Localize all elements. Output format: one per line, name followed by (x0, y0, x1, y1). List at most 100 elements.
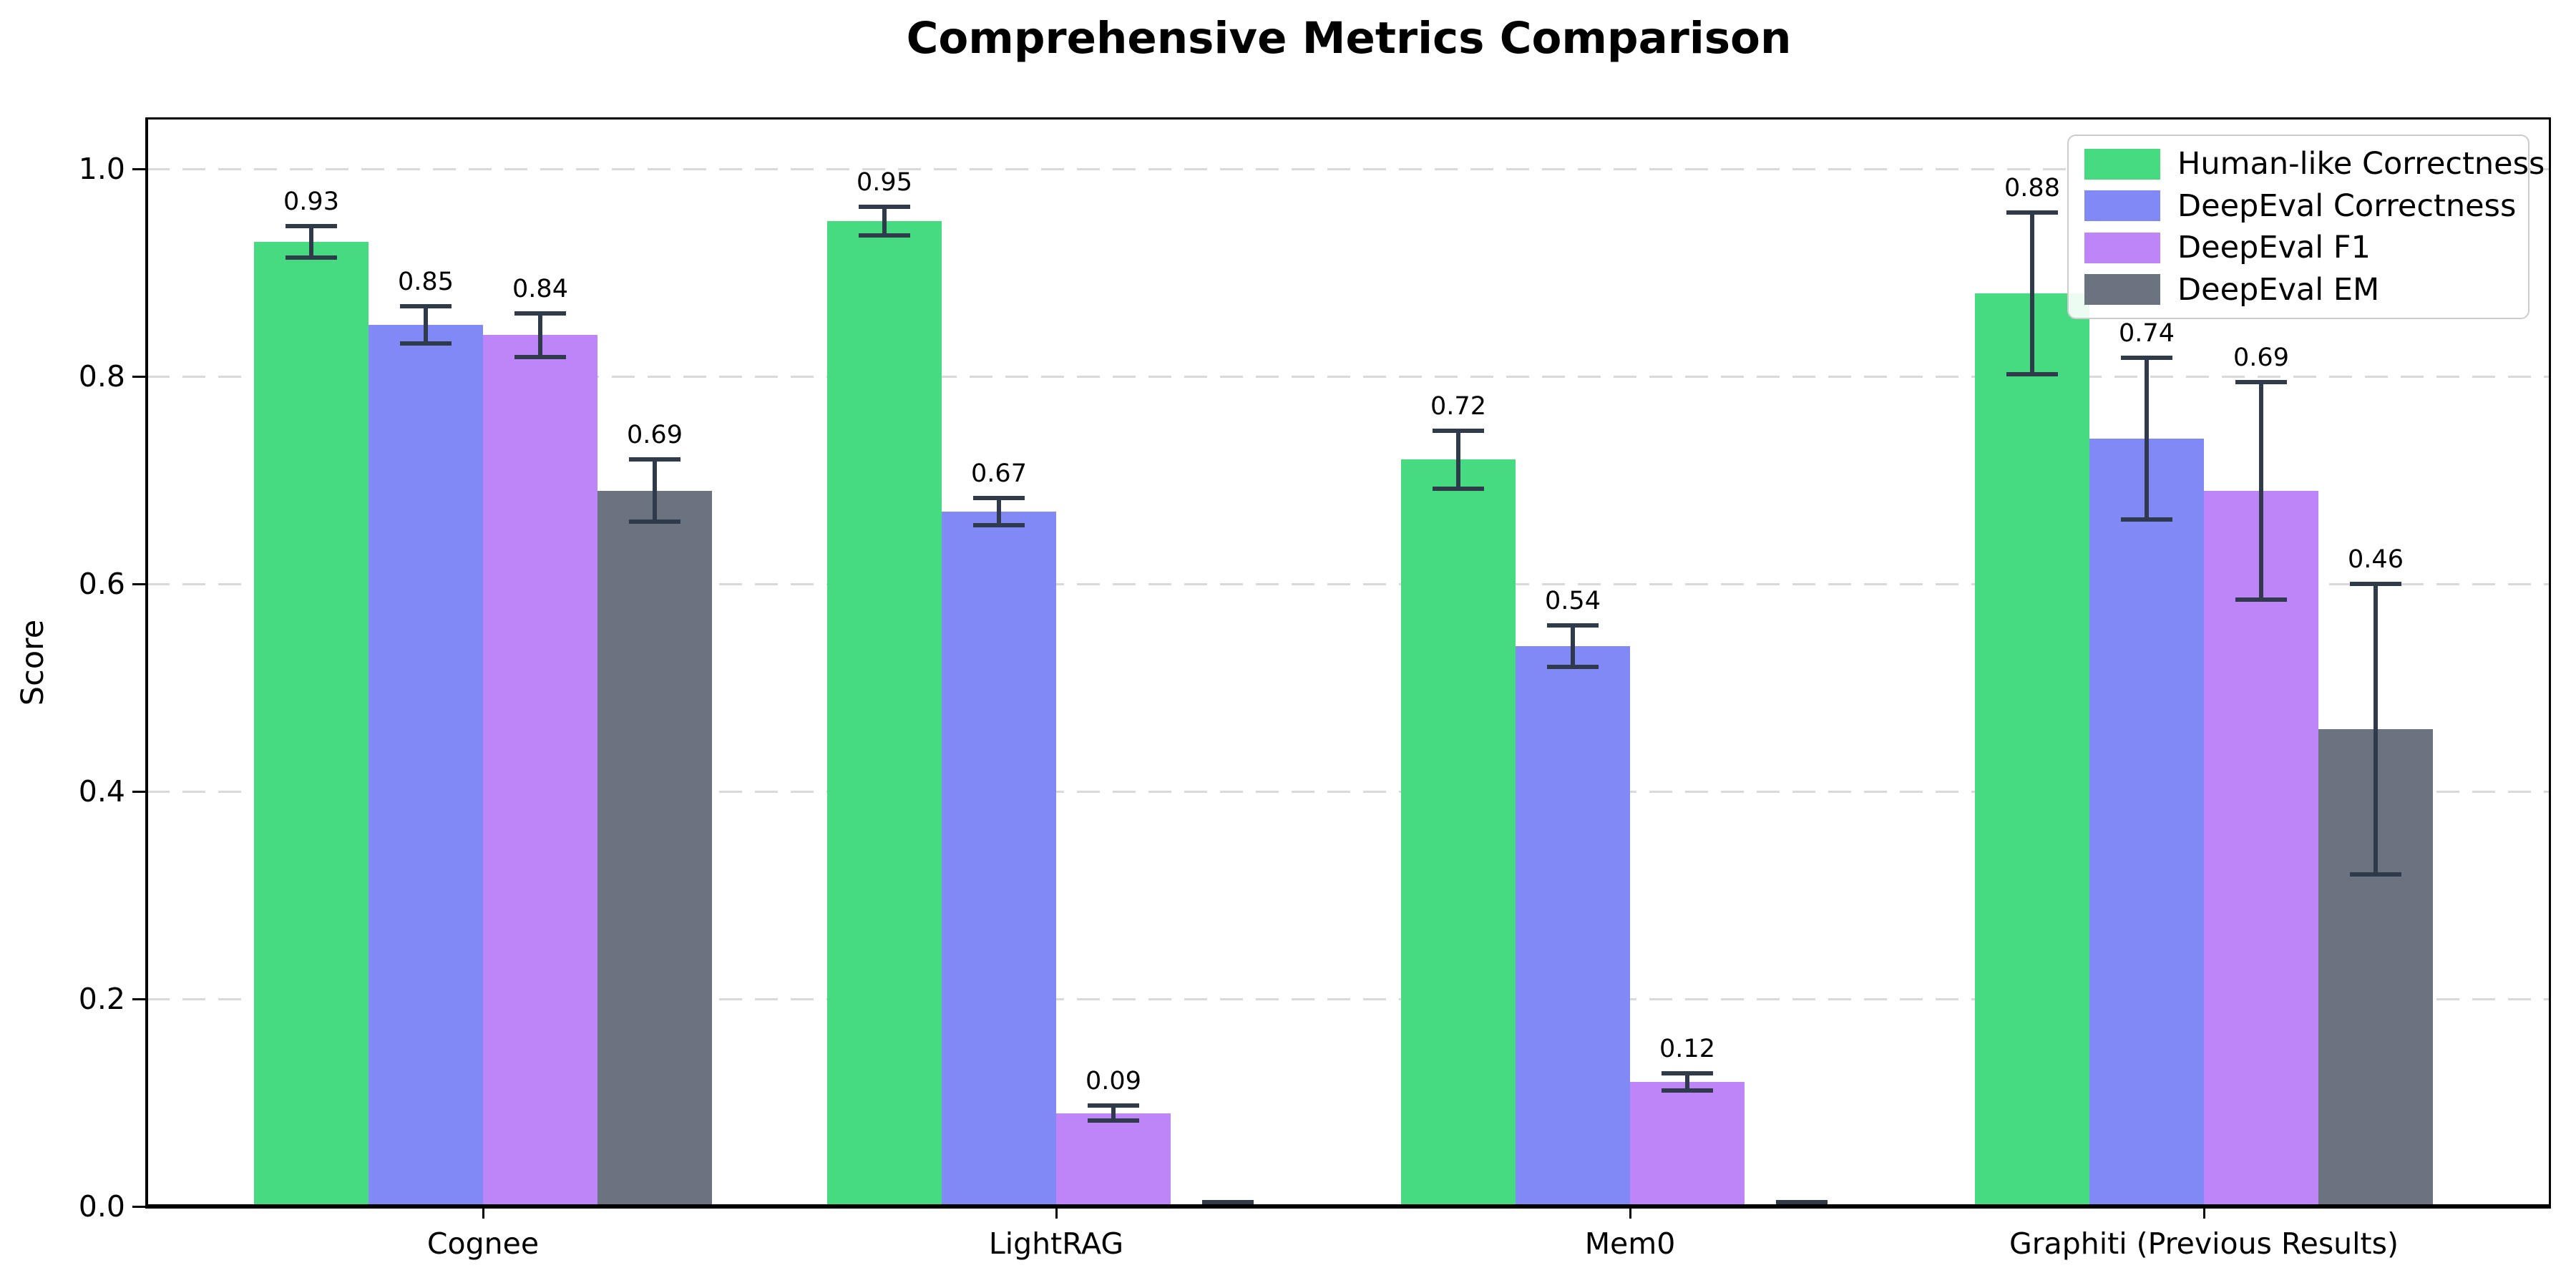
error-bar-cap (400, 341, 452, 346)
legend-swatch (2084, 274, 2160, 306)
legend-item-label: DeepEval Correctness (2177, 187, 2517, 224)
bar-Graphiti (Previous Results)-Human-like Correctness (1975, 293, 2089, 1206)
error-bar-cap (2006, 372, 2058, 377)
error-bar (1111, 1106, 1116, 1121)
axis-spine-bottom (145, 1204, 2551, 1209)
x-tick-label-LightRAG: LightRAG (988, 1226, 1124, 1261)
bar-Graphiti (Previous Results)-DeepEval Correctness (2089, 439, 2204, 1206)
error-bar-cap (2006, 210, 2058, 215)
legend-item-label: DeepEval F1 (2177, 230, 2371, 266)
y-tick-label: 0.0 (78, 1189, 125, 1224)
axis-spine-right (2549, 117, 2551, 1209)
gridline-1 (147, 167, 2551, 170)
error-bar (2259, 381, 2263, 600)
bar-Cognee-DeepEval F1 (483, 335, 597, 1206)
bar-value-label: 0.88 (2004, 174, 2060, 203)
error-bar (424, 306, 428, 343)
error-bar-cap (1662, 1088, 1713, 1093)
axis-spine-left (145, 117, 148, 1209)
y-tick-mark (132, 997, 147, 1000)
error-bar-cap (1547, 665, 1599, 670)
bar-value-label: 0.46 (2348, 545, 2404, 575)
bar-Mem0-DeepEval Correctness (1516, 646, 1630, 1206)
bar-value-label: 0.12 (1659, 1035, 1715, 1064)
error-bar (2030, 213, 2034, 375)
y-tick-label: 1.0 (78, 152, 125, 187)
bar-value-label: 0.72 (1430, 391, 1486, 421)
gridline-0.2 (147, 997, 2551, 1000)
legend-item: DeepEval Correctness (2084, 188, 2528, 224)
y-tick-label: 0.6 (78, 567, 125, 602)
y-tick-mark (132, 1205, 147, 1208)
error-bar-cap (1547, 623, 1599, 628)
legend-item-label: Human-like Correctness (2177, 146, 2545, 182)
bar-Mem0-Human-like Correctness (1401, 459, 1516, 1206)
x-tick-label-Graphiti (Previous Results): Graphiti (Previous Results) (2009, 1226, 2399, 1261)
legend-item: DeepEval EM (2084, 272, 2528, 308)
gridline-0.6 (147, 582, 2551, 585)
y-tick-label: 0.8 (78, 359, 125, 394)
error-bar (653, 459, 657, 522)
bar-value-label: 0.85 (398, 267, 454, 296)
error-bar-cap (400, 303, 452, 308)
error-bar-cap (629, 457, 680, 462)
legend-swatch (2084, 232, 2160, 263)
error-bar-cap (2235, 379, 2287, 384)
error-bar (882, 206, 887, 236)
bar-value-label: 0.69 (2233, 343, 2289, 372)
error-bar-cap (1202, 1200, 1254, 1205)
error-bar (997, 497, 1001, 525)
error-bar-cap (973, 495, 1025, 500)
error-bar-cap (2235, 597, 2287, 602)
bar-value-label: 0.69 (627, 421, 683, 450)
bar-value-label: 0.84 (512, 274, 568, 303)
bar-value-label: 0.95 (857, 167, 912, 197)
error-bar-cap (2121, 517, 2172, 522)
bar-value-label: 0.74 (2119, 319, 2175, 348)
bar-Graphiti (Previous Results)-DeepEval F1 (2204, 490, 2318, 1206)
error-bar (538, 313, 542, 357)
y-tick-mark (132, 167, 147, 170)
error-bar-cap (859, 233, 910, 238)
bar-value-label: 0.09 (1085, 1067, 1141, 1096)
legend-item-label: DeepEval EM (2177, 271, 2380, 308)
error-bar (2145, 358, 2149, 520)
legend-swatch (2084, 148, 2160, 180)
x-tick-mark (1629, 1206, 1631, 1219)
bar-value-label: 0.93 (283, 187, 339, 217)
bar-Cognee-DeepEval Correctness (369, 324, 483, 1206)
legend-item: DeepEval F1 (2084, 230, 2528, 265)
gridline-0.4 (147, 790, 2551, 793)
error-bar-cap (1433, 486, 1484, 491)
y-tick-mark (132, 375, 147, 378)
x-tick-mark (2202, 1206, 2205, 1219)
error-bar-cap (1776, 1200, 1828, 1205)
bar-value-label: 0.54 (1545, 587, 1601, 616)
x-tick-label-Cognee: Cognee (426, 1226, 540, 1261)
bar-LightRAG-Human-like Correctness (827, 220, 942, 1206)
error-bar-cap (514, 354, 566, 359)
error-bar-cap (629, 519, 680, 525)
y-tick-label: 0.4 (78, 774, 125, 809)
error-bar (1456, 430, 1460, 489)
gridline-0.8 (147, 375, 2551, 378)
axis-spine-top (145, 117, 2551, 119)
bar-value-label: 0.67 (971, 459, 1027, 488)
error-bar-cap (1088, 1103, 1139, 1108)
y-tick-label: 0.2 (78, 982, 125, 1017)
bar-Cognee-Human-like Correctness (254, 241, 369, 1206)
bar-LightRAG-DeepEval Correctness (942, 511, 1056, 1206)
error-bar-cap (2350, 872, 2401, 877)
error-bar-cap (514, 311, 566, 316)
y-tick-mark (132, 582, 147, 585)
legend-swatch (2084, 190, 2160, 222)
error-bar-cap (286, 255, 337, 260)
bar-LightRAG-DeepEval F1 (1056, 1113, 1171, 1206)
error-bar-cap (859, 204, 910, 209)
x-tick-mark (482, 1206, 484, 1219)
bar-Cognee-DeepEval EM (597, 490, 712, 1206)
error-bar-cap (1088, 1118, 1139, 1123)
error-bar (1685, 1073, 1689, 1091)
error-bar-cap (1662, 1071, 1713, 1076)
